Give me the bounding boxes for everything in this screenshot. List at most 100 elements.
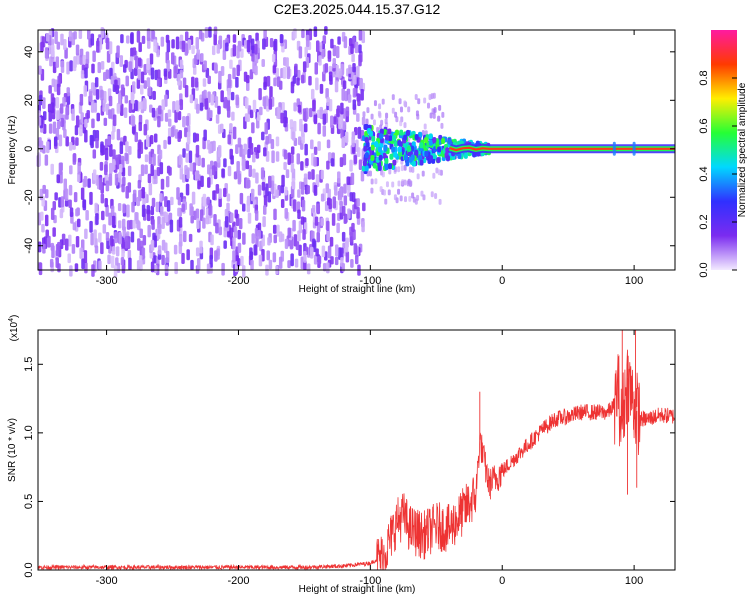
noise-cell	[271, 150, 275, 164]
noise-cell	[114, 79, 118, 91]
noise-cell	[158, 105, 162, 115]
noise-cell	[71, 108, 75, 121]
halo-cell	[414, 198, 418, 205]
noise-cell	[301, 199, 306, 212]
noise-cell	[94, 202, 98, 214]
noise-cell	[256, 144, 261, 153]
noise-cell	[315, 174, 320, 188]
noise-cell	[326, 160, 330, 170]
noise-cell	[108, 41, 113, 55]
noise-cell	[160, 206, 164, 217]
halo-cell	[366, 107, 370, 114]
noise-cell	[249, 109, 254, 119]
noise-cell	[328, 71, 333, 82]
noise-cell	[116, 103, 121, 114]
noise-cell	[84, 228, 88, 240]
noise-cell	[233, 226, 238, 239]
noise-cell	[177, 110, 182, 121]
noise-cell	[214, 96, 219, 108]
noise-cell	[157, 69, 161, 79]
x-tick-label: -300	[96, 575, 118, 587]
noise-cell	[358, 54, 362, 67]
noise-cell	[90, 82, 95, 93]
transition-cell	[447, 138, 452, 145]
noise-cell	[328, 198, 332, 210]
halo-cell	[400, 165, 404, 172]
noise-cell	[319, 106, 323, 119]
noise-cell	[347, 94, 352, 103]
noise-cell	[250, 38, 255, 51]
noise-cell	[279, 34, 284, 44]
noise-cell	[205, 67, 210, 79]
noise-cell	[121, 167, 126, 177]
noise-cell	[297, 209, 301, 220]
noise-cell	[98, 232, 102, 243]
noise-cell	[257, 184, 262, 196]
noise-cell	[254, 43, 258, 55]
noise-cell	[322, 35, 327, 44]
noise-cell	[150, 205, 155, 216]
noise-cell	[232, 44, 237, 57]
noise-cell	[232, 67, 236, 80]
noise-cell	[171, 39, 175, 49]
transition-cell	[367, 127, 372, 134]
noise-cell	[163, 68, 168, 77]
transition-cell	[382, 152, 387, 159]
noise-cell	[179, 59, 184, 70]
noise-cell	[136, 219, 140, 229]
halo-cell	[384, 198, 388, 205]
noise-cell	[110, 255, 115, 269]
noise-cell	[137, 68, 142, 80]
transition-cell	[372, 162, 377, 169]
noise-cell	[308, 75, 312, 86]
noise-cell	[128, 146, 132, 155]
noise-cell	[111, 159, 116, 171]
noise-cell	[255, 172, 259, 184]
noise-cell	[80, 70, 85, 79]
noise-cell	[214, 250, 218, 262]
y-tick-label: 0	[23, 146, 35, 152]
noise-cell	[127, 182, 132, 193]
noise-cell	[190, 215, 194, 224]
noise-cell	[52, 61, 57, 74]
noise-cell	[45, 32, 50, 42]
noise-cell	[174, 109, 178, 123]
noise-cell	[332, 44, 337, 57]
noise-cell	[338, 117, 342, 130]
noise-cell	[185, 115, 190, 126]
noise-cell	[342, 153, 347, 166]
colorbar-tick-label: 0.2	[698, 214, 710, 229]
noise-cell	[122, 176, 126, 187]
noise-cell	[358, 44, 362, 54]
noise-cell	[52, 121, 57, 134]
noise-cell	[272, 224, 277, 234]
noise-cell	[281, 102, 285, 113]
noise-cell	[66, 61, 70, 75]
noise-cell	[278, 256, 283, 269]
noise-cell	[229, 59, 233, 69]
noise-cell	[335, 64, 339, 78]
noise-cell	[267, 237, 271, 246]
noise-cell	[276, 106, 280, 119]
noise-cell	[89, 134, 94, 146]
noise-cell	[350, 43, 354, 55]
noise-cell	[217, 144, 222, 158]
spectrogram-x-label: Height of straight line (km)	[299, 284, 416, 295]
noise-cell	[290, 253, 294, 267]
noise-cell	[338, 68, 342, 79]
noise-cell	[354, 41, 359, 54]
noise-cell	[191, 191, 196, 205]
noise-cell	[289, 119, 294, 130]
noise-cell	[60, 60, 65, 74]
noise-cell	[252, 168, 256, 178]
noise-cell	[327, 152, 332, 164]
noise-cell	[336, 108, 340, 118]
noise-cell	[184, 127, 188, 138]
transition-cell	[424, 150, 429, 157]
noise-cell	[206, 107, 211, 121]
noise-cell	[50, 102, 55, 114]
noise-cell	[151, 197, 156, 208]
noise-cell	[69, 165, 73, 175]
noise-cell	[360, 88, 364, 101]
noise-cell	[315, 40, 320, 53]
